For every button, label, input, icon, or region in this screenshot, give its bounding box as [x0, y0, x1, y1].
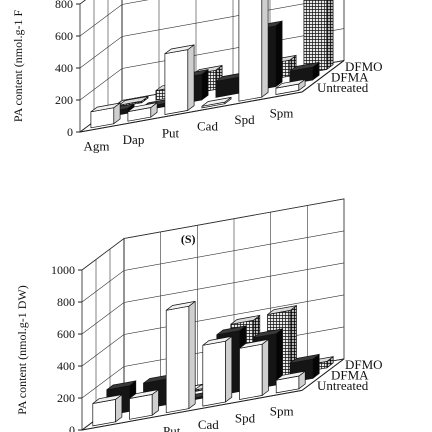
top-x-tick-label: Cad — [197, 119, 218, 134]
bottom-gridline — [81, 230, 345, 303]
bottom-x-tick-label: Put — [163, 424, 181, 432]
top-x-tick-label: Agm — [84, 139, 110, 154]
bar-side-face — [275, 20, 283, 88]
bottom-chart-panel: 0 200 400 600 800 1000 PA content (nmol.g-1 DW… — [15, 198, 383, 432]
top-y-ticks: 0 200 400 600 800 — [55, 0, 80, 139]
bar-top-face — [129, 389, 159, 399]
bottom-x-axis — [81, 389, 303, 431]
top-y-tick-label: 0 — [67, 125, 73, 139]
bottom-x-tick-label: Dap — [124, 430, 146, 432]
bar-top-face — [202, 336, 233, 346]
bar-front-face — [164, 49, 189, 115]
bar-front-face — [202, 340, 226, 407]
bottom-y-tick-label: 1000 — [51, 263, 75, 277]
top-y-tick-label: 800 — [55, 0, 73, 11]
bottom-x-tick-label: Spd — [235, 410, 256, 425]
bar-untreated-dap — [129, 388, 159, 420]
top-y-tick-label: 600 — [55, 29, 73, 43]
bar-top-face — [201, 97, 232, 107]
top-x-tick-label: Put — [162, 125, 180, 140]
top-depth-axis — [301, 60, 345, 93]
bar-side-face — [201, 68, 209, 101]
bar-top-face — [289, 353, 320, 364]
top-x-tick-label: Spd — [234, 112, 255, 127]
bar-top-face — [275, 78, 306, 89]
bar-top-face — [106, 380, 137, 391]
bar-untreated-put — [164, 44, 195, 115]
bar-front-face — [165, 305, 190, 414]
top-x-tick-labels: Agm Dap Put Cad Spd Spm — [84, 105, 294, 153]
bar-untreated-spd — [239, 338, 269, 400]
bottom-y-tick-label: 600 — [57, 327, 75, 341]
bottom-x-tick-label: Cad — [198, 417, 219, 432]
bar-untreated-cad — [201, 96, 232, 109]
bottom-series-label: DFMA — [331, 368, 369, 383]
bottom-gridline — [81, 262, 345, 335]
bar-side-face — [187, 44, 195, 112]
bar-untreated-agm — [90, 102, 121, 129]
bar-dfma-spm — [289, 61, 320, 85]
bar-dfmo-spm — [303, 0, 334, 74]
bar-untreated-dap — [127, 101, 158, 122]
top-x-axis — [79, 91, 303, 133]
bar-top-face — [165, 301, 196, 311]
top-bars — [90, 0, 334, 129]
bottom-bars — [92, 300, 334, 427]
bar-untreated-agm — [92, 393, 123, 427]
top-series-label: Untreated — [317, 80, 369, 95]
bar-top-face — [289, 62, 320, 72]
top-x-tick-label: Dap — [123, 132, 145, 147]
bar-front-face — [239, 343, 263, 400]
top-series-label: DFMO — [345, 59, 383, 74]
bar-side-face — [261, 0, 269, 98]
top-x-tick-label: Spm — [270, 105, 294, 120]
bottom-x-tick-label: Spm — [270, 404, 294, 419]
bar-side-face — [225, 335, 233, 403]
bottom-y-tick-label: 0 — [69, 423, 75, 432]
bar-top-face — [92, 394, 123, 404]
bar-top-face — [230, 315, 261, 325]
top-chart-panel: 0 200 400 600 800 PA content (nmol.g-1 F Agm Da… — [11, 0, 383, 154]
bar-untreated-spm — [275, 78, 306, 95]
top-y-tick-label: 400 — [55, 61, 73, 75]
bar-front-face — [92, 398, 116, 427]
bottom-depth-axis — [301, 358, 345, 391]
top-y-axis-label: PA content (nmol.g-1 F — [11, 10, 25, 123]
top-series-label: DFMA — [331, 69, 369, 84]
bar-side-face — [188, 300, 196, 410]
bar-front-face — [303, 0, 328, 74]
bottom-y-tick-label: 400 — [57, 359, 75, 373]
bottom-y-tick-label: 800 — [57, 295, 75, 309]
bottom-panel-title: (S) — [181, 232, 196, 246]
bar-top-face — [239, 339, 269, 349]
top-y-tick-label: 200 — [55, 93, 73, 107]
bar-untreated-spd — [238, 0, 269, 102]
bar-untreated-put — [165, 300, 196, 414]
bottom-series-label: Untreated — [317, 378, 369, 393]
bottom-gridline — [81, 198, 345, 271]
bar-top-face — [267, 305, 297, 315]
bar-top-face — [253, 328, 283, 339]
bottom-y-tick-label: 200 — [57, 391, 75, 405]
bottom-series-label: DFMO — [345, 357, 383, 372]
bar-side-face — [261, 338, 269, 397]
bar-side-face — [326, 0, 334, 71]
bar-untreated-cad — [202, 335, 233, 407]
bar-top-face — [90, 102, 121, 113]
bar-top-face — [164, 44, 195, 55]
bar-top-face — [216, 325, 247, 336]
bar-top-face — [275, 370, 306, 381]
bar-front-face — [238, 0, 263, 102]
bottom-y-axis-label: PA content (nmol.g-1 DW) — [15, 285, 29, 415]
bar-top-face — [118, 96, 149, 106]
bar-untreated-spm — [275, 370, 306, 394]
bar-top-face — [127, 102, 158, 112]
bottom-y-ticks: 0 200 400 600 800 1000 — [51, 263, 82, 432]
